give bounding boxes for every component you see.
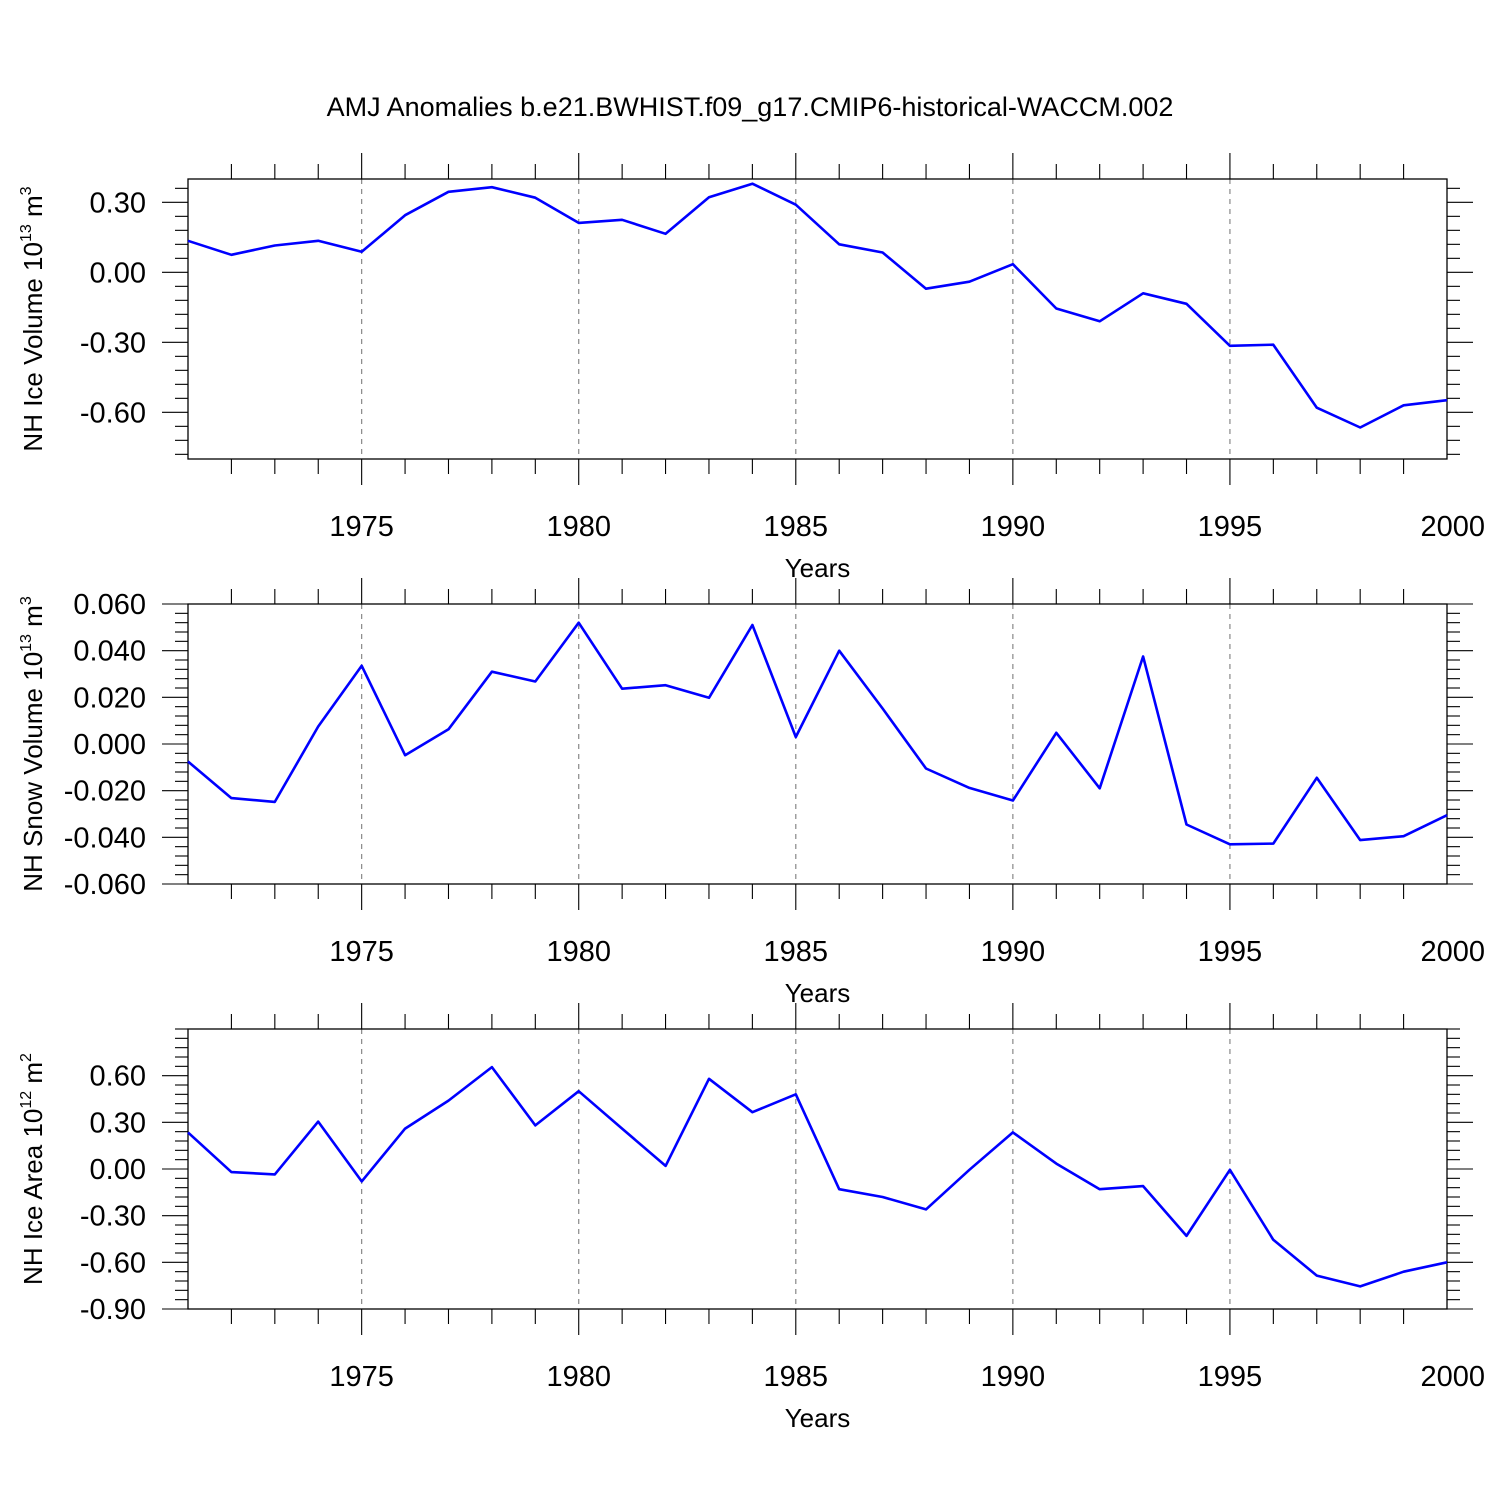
chart-panel-3: 0.60 0.30 0.00 -0.30 -0.60 -0.90 1975 1980 1985 1… [18, 1003, 1485, 1433]
x-axis-label: Years [785, 1403, 851, 1433]
y-tick-label: -0.90 [80, 1294, 146, 1326]
x-tick-label: 1985 [764, 1361, 829, 1393]
series-line [187, 621, 1448, 846]
y-tick-label: 0.000 [73, 729, 146, 761]
x-tick-label: 1975 [329, 511, 394, 543]
x-tick-label: 1980 [546, 1361, 611, 1393]
chart-panel-2: 0.060 0.040 0.020 0.000 -0.020 -0.040 -0.060 19… [18, 578, 1485, 1008]
x-tick-label: 1990 [981, 936, 1046, 968]
x-tick-label: 1985 [764, 511, 829, 543]
x-axis-label: Years [785, 978, 851, 1008]
y-axis-label-unit-exponent: 2 [18, 1053, 35, 1062]
x-tick-label: 1995 [1198, 936, 1263, 968]
x-tick-label: 1995 [1198, 1361, 1263, 1393]
y-axis-label-main: NH Ice Volume 10 [18, 242, 48, 452]
chart-panel-1: 0.30 0.00 -0.30 -0.60 1975 1980 1985 1990 1995 20… [18, 153, 1485, 583]
y-axis-label: NH Snow Volume 1013 m3 [18, 596, 48, 892]
x-tick-label: 1980 [546, 511, 611, 543]
y-axis-label: NH Ice Volume 1013 m3 [18, 186, 48, 451]
y-axis-label-unit-exponent: 3 [18, 186, 35, 195]
y-axis-label-unit: m [18, 605, 48, 634]
x-tick-label: 2000 [1420, 936, 1485, 968]
y-tick-label: -0.30 [80, 1201, 146, 1233]
x-tick-label: 1975 [329, 936, 394, 968]
y-axis-label-unit-exponent: 3 [18, 596, 35, 605]
series-line [187, 182, 1448, 429]
y-tick-label: -0.040 [64, 822, 146, 854]
x-tick-label: 1995 [1198, 511, 1263, 543]
x-tick-label: 1980 [546, 936, 611, 968]
y-tick-label: -0.60 [80, 397, 146, 429]
x-axis-label: Years [785, 553, 851, 583]
y-tick-label: -0.020 [64, 776, 146, 808]
y-tick-label: -0.60 [80, 1247, 146, 1279]
y-axis-label-unit: m [18, 1062, 48, 1091]
chart-title: AMJ Anomalies b.e21.BWHIST.f09_g17.CMIP6… [327, 92, 1174, 122]
y-tick-label: 0.020 [73, 682, 146, 714]
plot-frame [187, 178, 1448, 460]
series-line [187, 1065, 1448, 1288]
x-tick-label: 2000 [1420, 1361, 1485, 1393]
x-tick-label: 1985 [764, 936, 829, 968]
y-axis-label-main: NH Snow Volume 10 [18, 652, 48, 892]
x-tick-label: 1975 [329, 1361, 394, 1393]
y-tick-label: -0.30 [80, 327, 146, 359]
y-axis-label-main: NH Ice Area 10 [18, 1109, 48, 1285]
y-tick-label: 0.00 [90, 1154, 146, 1186]
plot-frame [187, 603, 1448, 885]
y-axis-label-exponent: 12 [18, 1091, 35, 1109]
y-axis-label-exponent: 13 [18, 224, 35, 242]
y-tick-label: 0.00 [90, 257, 146, 289]
y-tick-label: 0.040 [73, 636, 146, 668]
y-tick-label: -0.060 [64, 869, 146, 901]
y-axis-label: NH Ice Area 1012 m2 [18, 1053, 48, 1285]
y-tick-label: 0.060 [73, 589, 146, 621]
plot-frame [187, 1028, 1448, 1310]
x-tick-label: 2000 [1420, 511, 1485, 543]
y-tick-label: 0.30 [90, 187, 146, 219]
x-tick-label: 1990 [981, 1361, 1046, 1393]
x-tick-label: 1990 [981, 511, 1046, 543]
y-tick-label: 0.30 [90, 1107, 146, 1139]
y-axis-label-exponent: 13 [18, 634, 35, 652]
y-tick-label: 0.60 [90, 1061, 146, 1093]
y-axis-label-unit: m [18, 195, 48, 224]
